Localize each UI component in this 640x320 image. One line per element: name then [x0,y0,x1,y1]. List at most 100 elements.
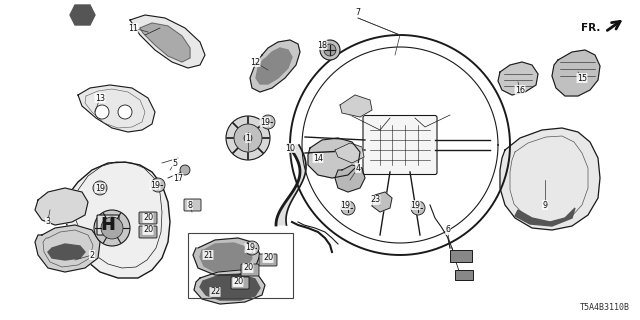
Circle shape [95,105,109,119]
Polygon shape [277,217,286,218]
Polygon shape [282,207,289,208]
Polygon shape [280,211,287,212]
Text: 20: 20 [243,263,253,273]
Polygon shape [298,163,306,164]
Polygon shape [286,200,292,201]
Polygon shape [281,208,289,209]
Polygon shape [300,174,305,175]
Polygon shape [290,148,301,149]
Polygon shape [278,214,287,215]
Polygon shape [300,176,305,177]
Polygon shape [288,198,293,199]
Circle shape [180,165,190,175]
Polygon shape [293,152,303,153]
Text: 23: 23 [370,196,380,204]
Polygon shape [298,161,306,162]
Text: 22: 22 [210,287,220,297]
Polygon shape [278,213,287,214]
Polygon shape [276,220,286,221]
Polygon shape [298,181,302,182]
Polygon shape [515,208,575,226]
Text: 1: 1 [246,133,250,142]
Polygon shape [300,175,305,176]
FancyBboxPatch shape [450,250,472,262]
Polygon shape [300,171,306,172]
Polygon shape [291,194,296,195]
FancyBboxPatch shape [97,215,119,235]
Polygon shape [293,189,298,191]
FancyBboxPatch shape [455,270,473,280]
FancyBboxPatch shape [139,226,157,238]
Polygon shape [298,162,306,163]
Text: 4: 4 [355,164,360,172]
Polygon shape [60,162,170,278]
Polygon shape [292,150,302,151]
Text: 21: 21 [203,251,213,260]
Polygon shape [287,199,293,200]
Text: 8: 8 [188,201,193,210]
Polygon shape [200,243,252,273]
Polygon shape [297,183,301,185]
Circle shape [261,115,275,129]
Polygon shape [277,216,286,217]
Polygon shape [298,160,305,161]
Text: 7: 7 [355,7,360,17]
Polygon shape [285,202,291,203]
Polygon shape [296,186,300,187]
Polygon shape [200,274,260,300]
Polygon shape [276,223,286,224]
Text: H: H [102,218,115,233]
Polygon shape [290,195,295,196]
Polygon shape [300,172,305,173]
Text: 11: 11 [128,23,138,33]
FancyBboxPatch shape [241,264,259,276]
Polygon shape [193,238,260,275]
Polygon shape [289,146,300,147]
Text: 12: 12 [250,58,260,67]
Polygon shape [284,203,291,204]
Polygon shape [299,165,306,166]
Polygon shape [285,201,292,202]
Text: T5A4B3110B: T5A4B3110B [580,303,630,312]
FancyBboxPatch shape [184,199,201,211]
Text: 19: 19 [150,180,160,189]
Text: 9: 9 [543,201,548,210]
Polygon shape [291,193,296,194]
Text: 15: 15 [577,74,587,83]
Polygon shape [300,166,306,167]
Polygon shape [70,5,95,25]
Polygon shape [294,153,303,154]
Text: 19: 19 [260,117,270,126]
Polygon shape [300,170,306,171]
Polygon shape [284,204,290,205]
Text: 16: 16 [515,85,525,94]
Polygon shape [276,218,286,219]
Polygon shape [292,192,297,193]
Polygon shape [292,151,303,152]
Circle shape [94,210,130,246]
Polygon shape [372,192,392,212]
Text: 13: 13 [95,93,105,102]
Polygon shape [335,165,365,192]
Text: FR.: FR. [580,23,600,33]
Polygon shape [294,188,299,189]
Polygon shape [276,224,287,225]
Polygon shape [335,143,364,163]
Polygon shape [35,225,100,272]
Polygon shape [278,215,287,216]
Text: 10: 10 [285,143,295,153]
Circle shape [234,124,262,152]
Polygon shape [291,149,301,150]
Circle shape [226,116,270,160]
Polygon shape [294,154,304,155]
Polygon shape [140,23,190,62]
Circle shape [101,217,123,239]
Text: 19: 19 [245,244,255,252]
Text: 5: 5 [172,158,177,167]
Text: 6: 6 [445,226,451,235]
Text: 14: 14 [313,154,323,163]
Text: 19: 19 [340,201,350,210]
Polygon shape [292,191,298,192]
Text: 20: 20 [143,213,153,222]
Polygon shape [295,156,305,157]
